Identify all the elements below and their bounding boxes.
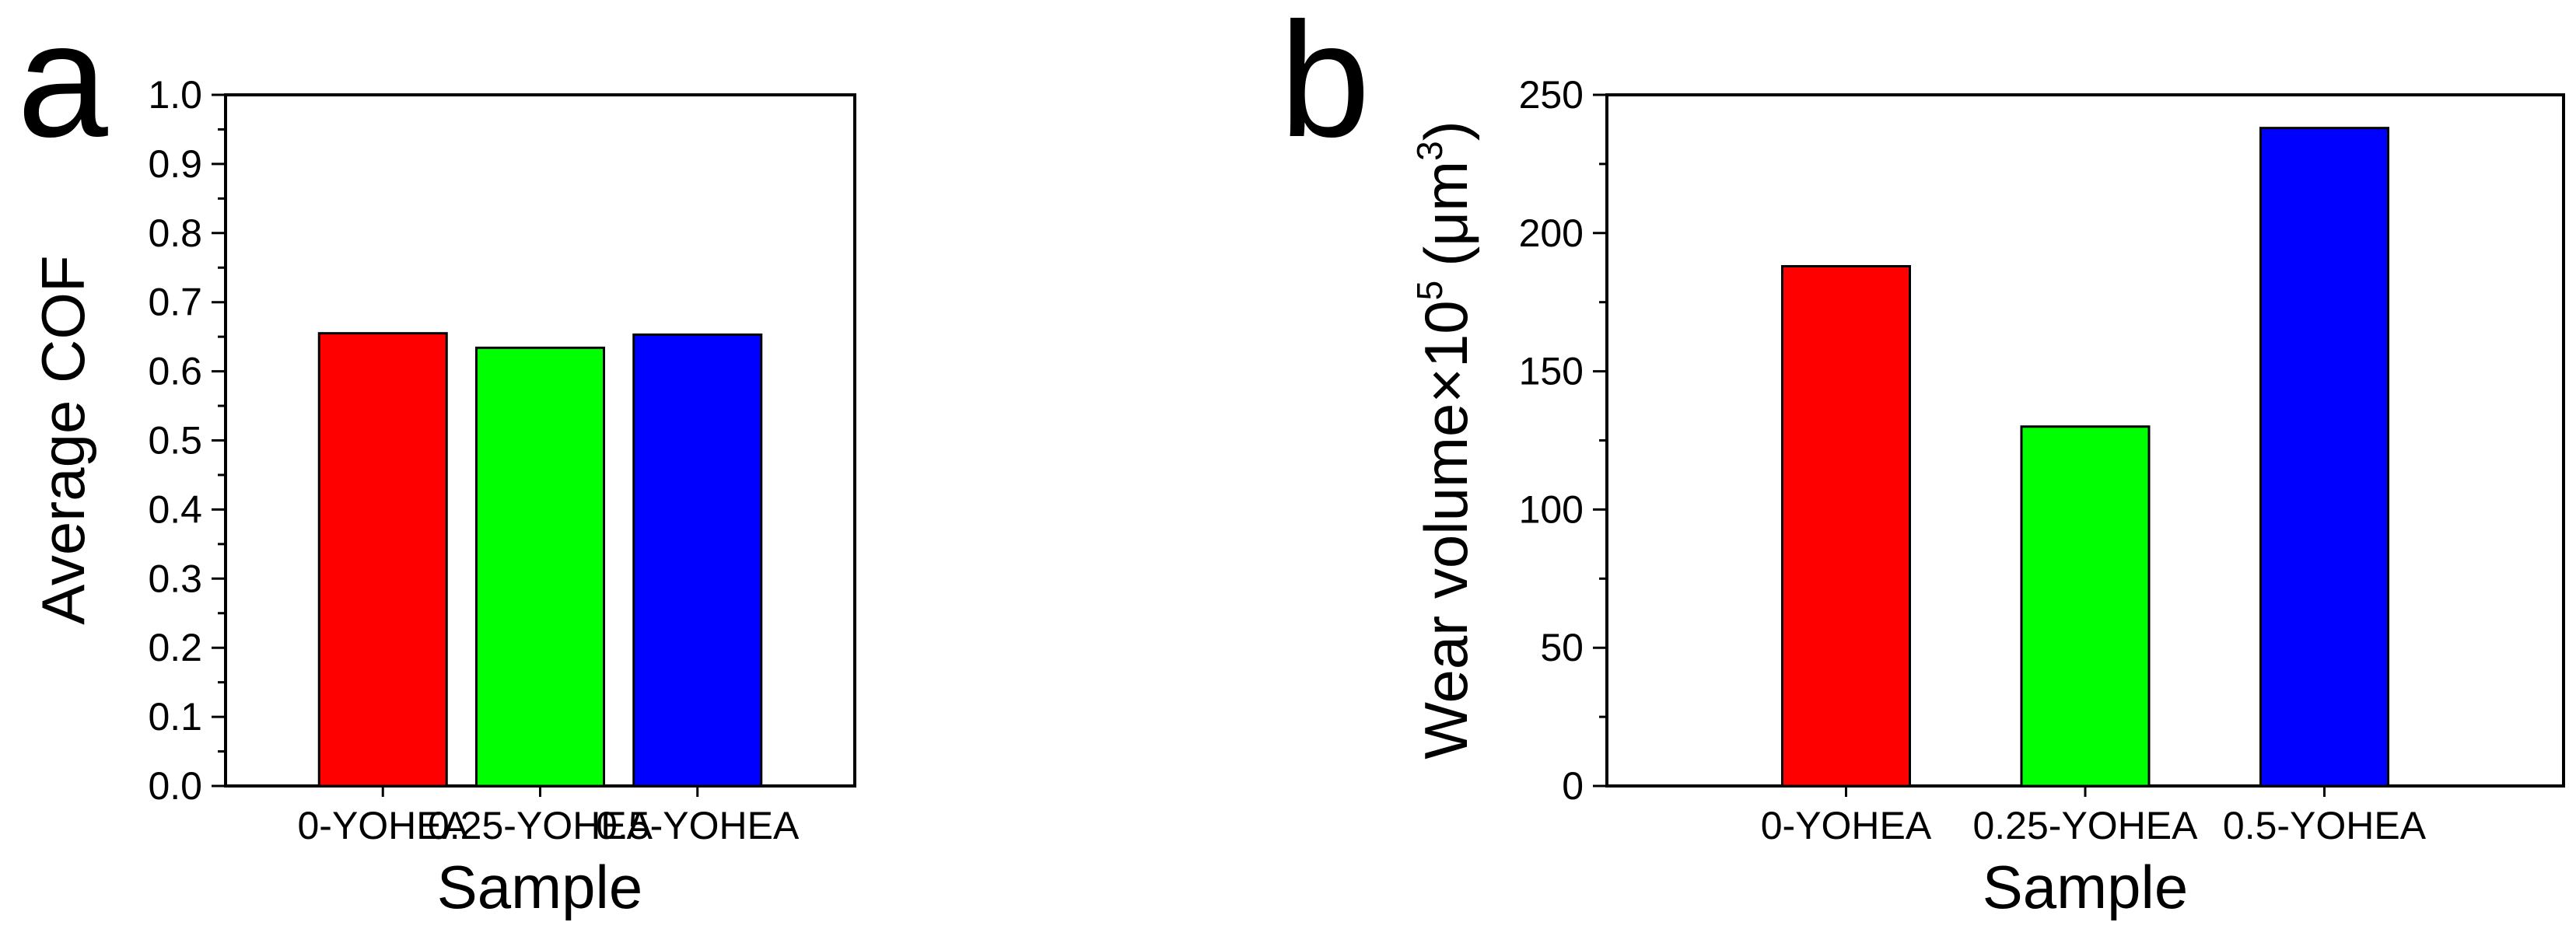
panel-b-y-axis-title-main: Wear volume×10 [1412, 300, 1480, 759]
panel-b-x-tick-label-1: 0.25-YOHEA [1972, 804, 2198, 847]
panel-a-bar-0 [317, 332, 448, 788]
panel-b-x-tick-label-0: 0-YOHEA [1761, 804, 1932, 847]
panel-a-x-axis-title: Sample [437, 853, 642, 921]
panel-b-x-tick-label-2: 0.5-YOHEA [2223, 804, 2427, 847]
panel-b-bar-2 [2259, 127, 2389, 788]
panel-b-y-tick-label-2: 100 [1519, 487, 1584, 531]
panel-a-x-tick-label-2: 0.5-YOHEA [596, 804, 800, 847]
panel-a-y-tick-label-7: 0.7 [148, 281, 202, 324]
panel-a-y-tick-label-8: 0.8 [148, 211, 202, 255]
panel-b-y-tick-label-0: 0 [1562, 764, 1584, 808]
panel-b-y-tick-label-5: 250 [1519, 73, 1584, 117]
panel-a-y-tick-label-3: 0.3 [148, 557, 202, 600]
panel-b-letter: b [1279, 0, 1370, 171]
panel-b-bar-1 [2020, 425, 2151, 788]
panel-a-y-tick-label-9: 0.9 [148, 142, 202, 186]
panel-b-x-ticks: 0-YOHEA 0.25-YOHEA 0.5-YOHEA [1761, 786, 2427, 847]
panel-a-y-tick-label-2: 0.2 [148, 626, 202, 669]
panel-a-y-tick-label-4: 0.4 [148, 487, 202, 531]
panel-b-bar-0 [1781, 264, 1911, 788]
panel-b-x-axis-title: Sample [1983, 853, 2188, 921]
panel-b-y-axis-title: Wear volume×105 (μm3) [1409, 120, 1480, 759]
panel-a-bar-2 [632, 333, 763, 788]
panel-a-y-tick-label-0: 0.0 [148, 764, 202, 808]
panel-b-y-axis-title-unit-exp: 3 [1409, 141, 1450, 161]
panel-a-y-ticks: 0.0 0.1 0.2 0.3 0.4 0.5 0.6 0.7 0.8 0.9 1.0 [148, 73, 226, 808]
panel-a-x-tick-label-1: 0.25-YOHEA [428, 804, 653, 847]
panel-b-bars [1781, 127, 2389, 788]
panel-a-chart: a 0.0 0.1 0.2 0.3 0.4 0.5 0.6 0.7 0.8 0.9 1.0 0-YO… [17, 0, 856, 921]
panel-b-y-tick-label-3: 150 [1519, 350, 1584, 393]
panel-a-y-tick-label-10: 1.0 [148, 73, 202, 117]
panel-a-bars [317, 332, 763, 788]
panel-b-y-axis-title-unit: (μm [1412, 161, 1480, 267]
panel-b-y-ticks: 0 50 100 150 200 250 [1519, 73, 1607, 808]
panel-b-y-tick-label-1: 50 [1540, 626, 1584, 669]
panel-a-y-tick-label-5: 0.5 [148, 419, 202, 463]
panel-a-x-tick-label-0: 0-YOHEA [297, 804, 468, 847]
panel-a-letter: a [17, 0, 108, 171]
panel-a-y-tick-label-6: 0.6 [148, 350, 202, 393]
panel-b-y-axis-title-exp: 5 [1409, 281, 1450, 301]
panel-b-y-axis-title-unit-close: ) [1412, 120, 1480, 141]
panel-b-chart: b 0 50 100 150 200 250 0-YOHEA 0.25-YOHEA 0.5-Y… [1279, 0, 2565, 921]
panel-a-y-axis-title: Average COF [29, 255, 97, 624]
panel-a-bar-1 [475, 346, 605, 788]
panel-b-y-tick-label-4: 200 [1519, 211, 1584, 255]
panel-a-y-tick-label-1: 0.1 [148, 695, 202, 739]
